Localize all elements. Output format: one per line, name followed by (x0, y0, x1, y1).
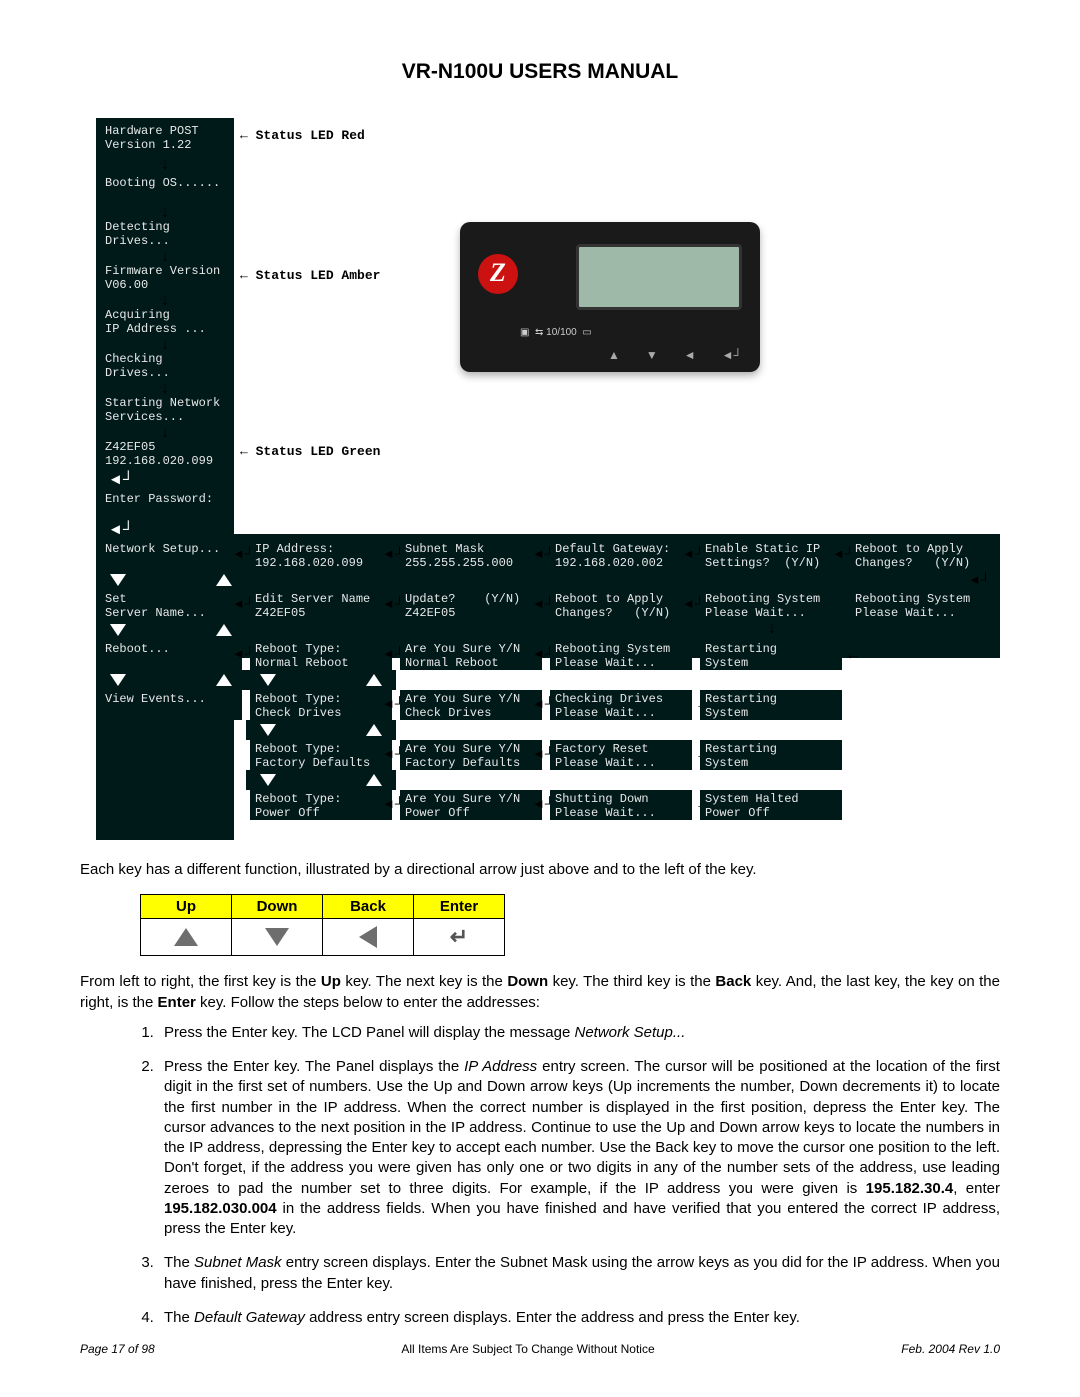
conn-enter-r1-c3: ◄┘ (532, 596, 554, 611)
lcd-b0: Hardware POST Version 1.22 (100, 122, 230, 152)
page-title: VR-N100U USERS MANUAL (80, 60, 1000, 84)
conn-loop-r2-c4: ← (844, 646, 862, 664)
menu-r3-c1: Reboot Type: Check Drives (250, 690, 392, 720)
lcd-b7: Z42EF05 192.168.020.099 (100, 438, 230, 468)
boot-enter-0: ◄┘ (108, 471, 133, 488)
up-icon (174, 928, 198, 946)
intro-paragraph: Each key has a different function, illus… (80, 860, 1000, 880)
menu-r1-c0: Set Server Name... (100, 590, 242, 620)
menu-r5-c1: Reboot Type: Power Off (250, 790, 392, 820)
down-key-cell (232, 919, 323, 956)
key-function-table: UpDownBackEnter ↵ (140, 894, 505, 956)
menu-r1-c3: Reboot to Apply Changes? (Y/N) (550, 590, 692, 620)
menu-r5-c2: Are You Sure Y/N Power Off (400, 790, 542, 820)
enter-key-cell: ↵ (414, 919, 505, 956)
menu-r5-c4: System Halted Power Off (700, 790, 842, 820)
footer-rev: Feb. 2004 Rev 1.0 (901, 1342, 1000, 1356)
menu-r1-c1: Edit Server Name Z42EF05 (250, 590, 392, 620)
menu-r5-c3: Shutting Down Please Wait... (550, 790, 692, 820)
down-icon (265, 928, 289, 946)
lcd-b1: Booting OS...... (100, 174, 230, 204)
conn-enter-r2-c3: ◄┘ (532, 646, 554, 661)
menu-r1-c5: Rebooting System Please Wait... (850, 590, 992, 620)
menu-r4-c1: Reboot Type: Factory Defaults (250, 740, 392, 770)
key-header-down: Down (232, 895, 323, 919)
menu-r0-c5: Reboot to Apply Changes? (Y/N) (850, 540, 992, 570)
menu-r0-c2: Subnet Mask 255.255.255.000 (400, 540, 542, 570)
menu-r2-c1: Reboot Type: Normal Reboot (250, 640, 392, 670)
menu-r2-c2: Are You Sure Y/N Normal Reboot (400, 640, 542, 670)
menu-r4-c2: Are You Sure Y/N Factory Defaults (400, 740, 542, 770)
footer-notice: All Items Are Subject To Change Without … (401, 1342, 654, 1356)
step-3: The Subnet Mask entry screen displays. E… (158, 1253, 1000, 1294)
lcd-b2: Detecting Drives... (100, 218, 230, 248)
conn-enter-r3-c3: ◄┘ (532, 696, 554, 711)
conn-enter-r4-c2: ◄┘ (382, 746, 404, 761)
back-key-cell (323, 919, 414, 956)
step-4: The Default Gateway address entry screen… (158, 1308, 1000, 1328)
menu-r2-c0: Reboot... (100, 640, 242, 670)
conn-enterb-r0-c5: ◄┘ (968, 572, 990, 587)
key-header-up: Up (141, 895, 232, 919)
boot-down-5: ↓ (156, 380, 174, 398)
boot-menu-flowchart: Hardware POST Version 1.22 ← Status LED R… (80, 122, 1000, 850)
step-1: Press the Enter key. The LCD Panel will … (158, 1023, 1000, 1043)
boot-down-2: ↓ (156, 248, 174, 266)
annot-b0: ← Status LED Red (240, 128, 365, 143)
menu-r0-c3: Default Gateway: 192.168.020.002 (550, 540, 692, 570)
boot-down-3: ↓ (156, 292, 174, 310)
menu-r4-c3: Factory Reset Please Wait... (550, 740, 692, 770)
lcd-b5: Checking Drives... (100, 350, 230, 380)
menu-r0-c0: Network Setup... (100, 540, 242, 570)
conn-enter-r0-c4: ◄┘ (682, 546, 704, 561)
lcd-b8: Enter Password: (100, 490, 230, 520)
conn-enter-r1-c4: ◄┘ (682, 596, 704, 611)
conn-enter-r0-c2: ◄┘ (382, 546, 404, 561)
conn-enter-r3-c2: ◄┘ (382, 696, 404, 711)
menu-r4-c4: Restarting System (700, 740, 842, 770)
page-footer: Page 17 of 98 All Items Are Subject To C… (80, 1342, 1000, 1356)
boot-down-4: ↓ (156, 336, 174, 354)
conn-enter-r1-c2: ◄┘ (382, 596, 404, 611)
menu-r3-c4: Restarting System (700, 690, 842, 720)
menu-r3-c0: View Events... (100, 690, 242, 720)
conn-enter-r5-c2: ◄┘ (382, 796, 404, 811)
menu-r3-c2: Are You Sure Y/N Check Drives (400, 690, 542, 720)
menu-r3-c3: Checking Drives Please Wait... (550, 690, 692, 720)
conn-down-r1-c4: ↓ (763, 620, 781, 638)
conn-enter-r2-c2: ◄┘ (382, 646, 404, 661)
instruction-steps: Press the Enter key. The LCD Panel will … (80, 1023, 1000, 1328)
annot-b7: ← Status LED Green (240, 444, 380, 459)
conn-enter-r5-c3: ◄┘ (532, 796, 554, 811)
footer-page: Page 17 of 98 (80, 1342, 155, 1356)
menu-r0-c1: IP Address: 192.168.020.099 (250, 540, 392, 570)
boot-down-0: ↓ (156, 156, 174, 174)
lcd-b6: Starting Network Services... (100, 394, 230, 424)
step-2: Press the Enter key. The Panel displays … (158, 1057, 1000, 1239)
up-key-cell (141, 919, 232, 956)
conn-enter-r1-c1: ◄┘ (232, 596, 254, 611)
menu-r1-c2: Update? (Y/N) Z42EF05 (400, 590, 542, 620)
lcd-b4: Acquiring IP Address ... (100, 306, 230, 336)
boot-down-6: ↓ (156, 424, 174, 442)
menu-r2-c3: Rebooting System Please Wait... (550, 640, 692, 670)
conn-enter-r4-c3: ◄┘ (532, 746, 554, 761)
menu-r2-c4: Restarting System (700, 640, 842, 670)
conn-enter-r0-c5: ◄┘ (832, 546, 854, 561)
boot-down-1: ↓ (156, 204, 174, 222)
conn-enter-r2-c1: ◄┘ (232, 646, 254, 661)
menu-r1-c4: Rebooting System Please Wait... (700, 590, 842, 620)
key-header-back: Back (323, 895, 414, 919)
key-explain-paragraph: From left to right, the first key is the… (80, 972, 1000, 1013)
device-photo: Z▣ ⇆ 10/100 ▭▲▼◄◄┘ (460, 222, 760, 372)
annot-b3: ← Status LED Amber (240, 268, 380, 283)
conn-enter-r0-c1: ◄┘ (232, 546, 254, 561)
lcd-b3: Firmware Version V06.00 (100, 262, 230, 292)
back-icon (359, 926, 377, 948)
conn-enter-r0-c3: ◄┘ (532, 546, 554, 561)
key-header-enter: Enter (414, 895, 505, 919)
enter-icon: ↵ (450, 924, 468, 950)
menu-r0-c4: Enable Static IP Settings? (Y/N) (700, 540, 842, 570)
